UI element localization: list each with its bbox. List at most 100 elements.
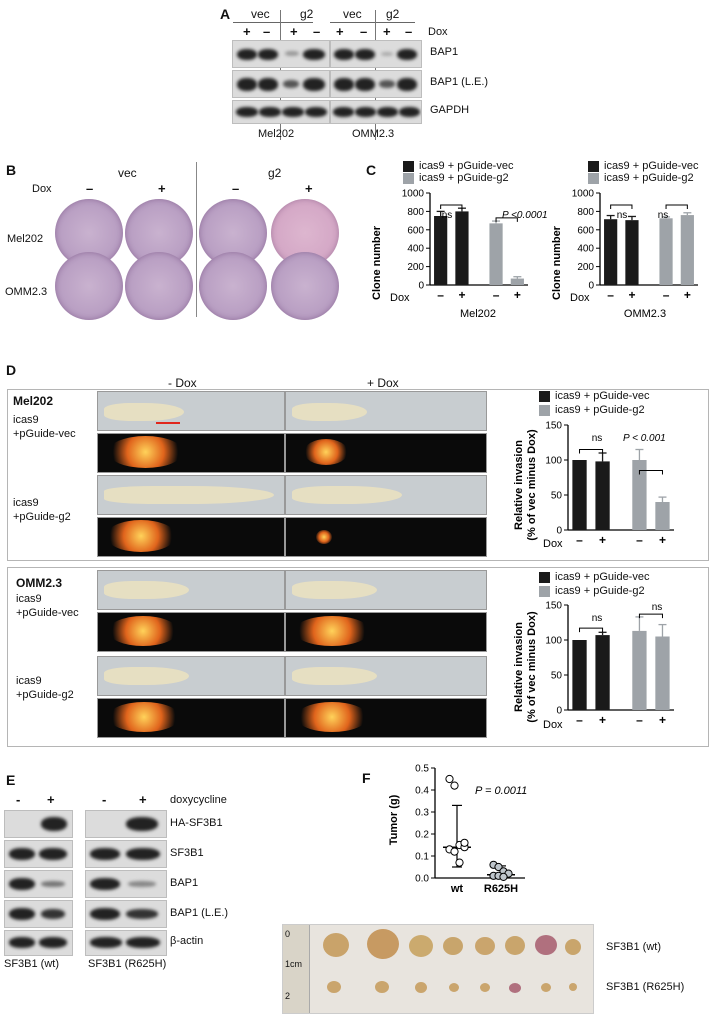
tumor (449, 983, 459, 992)
y-axis-label: (% of vec minus Dox) (526, 429, 538, 541)
blot-label-bap1-le: BAP1 (L.E.) (430, 76, 489, 88)
bar (625, 220, 639, 285)
blot-strip (85, 810, 167, 838)
blot-label: HA-SF3B1 (170, 817, 223, 829)
y-tick-label: 0 (556, 706, 562, 717)
y-tick-label: 600 (577, 225, 594, 236)
bar (659, 218, 673, 285)
legend-swatch (403, 172, 414, 184)
y-tick-label: 0.1 (415, 852, 429, 863)
legend-item: icas9 + pGuide-g2 (539, 585, 645, 597)
tumor (541, 983, 551, 992)
brightfield-image (285, 475, 487, 515)
sign-label: - (102, 792, 107, 807)
data-point (445, 774, 454, 784)
y-tick-label: 50 (551, 671, 563, 682)
y-tick-label: 50 (551, 491, 563, 502)
tumor (323, 933, 349, 957)
data-point (494, 862, 503, 872)
colony-dish (55, 252, 123, 320)
significance-bracket (638, 470, 663, 475)
colony-dish (125, 252, 193, 320)
panel-a-label: A (220, 6, 231, 22)
photo-row-label: SF3B1 (R625H) (606, 981, 685, 993)
y-axis-label: Clone number (551, 225, 563, 300)
sign-label: + (139, 792, 147, 807)
box-cell-label: Mel202 (13, 394, 54, 408)
row-label: +pGuide-g2 (13, 511, 71, 523)
tumor (367, 929, 399, 959)
bar-chart-invasion-omm23: 0 50 100 150 – + – + (545, 601, 674, 727)
photo-row-label: SF3B1 (wt) (606, 941, 662, 953)
ruler: 0 1cm 2 (283, 925, 310, 1013)
tumor-scatter: Tumor (g) 0.0 0.1 0.2 0.3 0.4 0.5 wt R625H P = … (388, 764, 527, 896)
row-label: OMM2.3 (5, 286, 48, 298)
row-label: icas9 (16, 593, 42, 605)
tumor (375, 981, 389, 993)
bar (655, 636, 670, 710)
scatter-plot: 0.0 0.1 0.2 0.3 0.4 0.5 wt R625H (415, 764, 525, 895)
x-tick-label: + (458, 288, 465, 302)
bar (655, 502, 670, 530)
row-label: icas9 (13, 414, 39, 426)
legend-swatch (403, 160, 414, 172)
blot-label: β-actin (170, 935, 204, 947)
tumor (505, 936, 525, 955)
dox-label: Dox (570, 292, 590, 304)
divider-line (196, 162, 197, 317)
y-tick-label: 0 (418, 281, 424, 292)
sig-label: ns (592, 433, 603, 444)
blot-strip (85, 930, 167, 956)
tumor (480, 983, 490, 992)
sig-label: ns (592, 613, 603, 624)
bar (510, 278, 524, 285)
sign-label: - (16, 792, 21, 807)
tumor (443, 937, 463, 955)
minus-dox-header: - Dox (168, 376, 197, 390)
fluorescence-image (285, 517, 487, 557)
tumor-photo: 0 1cm 2 (282, 924, 594, 1014)
blot-strip (232, 40, 330, 68)
x-tick-label: + (659, 713, 666, 727)
dox-label: Dox (390, 292, 410, 304)
panel-e-label: E (6, 772, 16, 788)
chart-title: Mel202 (460, 308, 496, 320)
x-tick-label: – (636, 713, 643, 727)
legend-swatch (539, 404, 550, 416)
fluorescence-image (285, 612, 487, 652)
sig-label: ns (652, 602, 663, 613)
fluorescence-image (97, 433, 285, 473)
row-label: +pGuide-vec (13, 428, 76, 440)
group-bar (233, 22, 313, 23)
brightfield-image (97, 391, 285, 431)
sig-label: P <0.0001 (502, 210, 548, 221)
legend-item: icas9 + pGuide-vec (539, 571, 649, 583)
blot-label-bap1: BAP1 (430, 46, 459, 58)
brightfield-image (97, 475, 285, 515)
sign-label: + (47, 792, 55, 807)
legend-item: icas9 + pGuide-g2 (539, 404, 645, 416)
panel-d-charts: Relative invasion (% of vec minus Dox) R… (513, 421, 674, 731)
y-tick-label: 200 (577, 262, 594, 273)
blot-label: BAP1 (170, 877, 199, 889)
y-tick-label: 1000 (572, 189, 595, 200)
sig-label: ns (442, 210, 453, 221)
significance-bracket (638, 613, 663, 619)
significance-bracket (579, 449, 604, 454)
legend-swatch (588, 172, 599, 184)
cell-line-label: OMM2.3 (352, 128, 395, 140)
bar (632, 630, 647, 710)
y-tick-label: 200 (407, 262, 424, 273)
dox-sign: + (290, 24, 298, 39)
legend-item: icas9 + pGuide-vec (539, 390, 649, 402)
x-tick-label: R625H (484, 883, 518, 895)
significance-bracket (665, 204, 688, 209)
tumor (565, 939, 581, 955)
legend-swatch (539, 571, 550, 583)
y-tick-label: 100 (545, 456, 562, 467)
group-label-g2-2: g2 (386, 7, 400, 21)
bar (604, 219, 618, 285)
group-label: SF3B1 (wt) (4, 958, 60, 970)
x-tick-label: + (684, 288, 691, 302)
